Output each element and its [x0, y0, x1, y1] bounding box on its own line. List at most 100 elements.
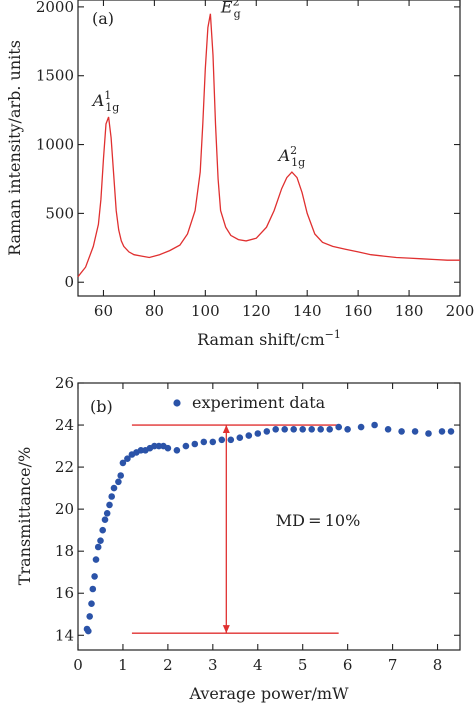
data-point: [308, 426, 316, 433]
panel-a-y-axis-title: Raman intensity/arb. units: [5, 40, 24, 256]
data-point: [438, 428, 446, 435]
data-point: [384, 426, 392, 433]
panel-b-x-tick-label: 2: [163, 656, 173, 674]
data-point: [411, 428, 419, 435]
data-point: [85, 627, 92, 635]
panel-b-y-axis-title: Transmittance/%: [15, 447, 34, 585]
panel-a-x-tick-label: 180: [395, 302, 424, 320]
data-point: [227, 436, 235, 444]
data-point: [117, 472, 124, 479]
peak-label-base: A: [277, 146, 291, 165]
panel-b-data-points: [83, 421, 455, 635]
panel-b-y-tick-label: 20: [55, 500, 74, 518]
data-point: [447, 428, 455, 435]
data-point: [218, 436, 226, 444]
data-point: [191, 440, 199, 448]
data-point: [119, 459, 127, 467]
peak-label: A1 1g: [91, 89, 120, 114]
peak-label-sup: 2: [233, 0, 240, 8]
md-arrow-head-down: [222, 625, 230, 634]
data-point: [94, 543, 102, 551]
data-point: [290, 426, 298, 433]
data-point: [89, 585, 97, 593]
data-point: [254, 430, 262, 437]
panel-b-ticks: 0 1 2 3 4 5 6 7 8 14 16 18 20 22 24 26: [55, 374, 460, 674]
data-point: [115, 478, 122, 486]
panel-b-plot-frame: [77, 382, 461, 651]
data-point: [326, 426, 334, 433]
peak-label-sub: 1g: [105, 101, 119, 114]
peak-label: E2 g: [220, 0, 241, 20]
data-point: [425, 430, 432, 437]
panel-b-y-tick-label: 22: [55, 458, 74, 476]
peak-label-sub: g: [234, 7, 241, 20]
panel-a-y-tick-label: 500: [45, 204, 74, 222]
data-point: [124, 455, 131, 463]
panel-b-md-guides: [131, 424, 339, 634]
data-point: [86, 613, 93, 620]
panel-b-x-tick-label: 8: [433, 656, 443, 674]
data-point: [398, 428, 405, 435]
panel-b-x-tick-label: 6: [343, 656, 353, 674]
data-point: [182, 442, 190, 450]
peak-label: A2 1g: [277, 144, 306, 169]
data-point: [344, 426, 351, 433]
panel-a-label: (a): [92, 9, 114, 28]
raman-spectrum-line: [77, 13, 460, 278]
data-point: [88, 600, 95, 607]
legend-marker: [173, 399, 181, 407]
peak-label-base: A: [91, 91, 105, 110]
panel-a-x-axis-title: Raman shift/cm−1: [197, 328, 341, 349]
data-point: [99, 526, 106, 534]
panel-a-x-tick-label: 160: [344, 302, 373, 320]
panel-b-y-tick-label: 18: [55, 542, 74, 560]
data-point: [371, 421, 378, 429]
peak-label-sup: 2: [290, 144, 297, 157]
legend-label: experiment data: [192, 393, 326, 412]
md-annotation: MD = 10%: [276, 511, 361, 530]
data-point: [245, 432, 253, 439]
panel-a-y-tick-label: 1000: [36, 136, 74, 154]
data-point: [236, 434, 244, 442]
panel-b-y-tick-label: 14: [55, 626, 74, 644]
data-point: [101, 516, 109, 523]
data-point: [103, 510, 111, 517]
legend: experiment data: [173, 393, 326, 412]
data-point: [299, 426, 307, 433]
panel-a-x-tick-label: 140: [293, 302, 322, 320]
panel-a-y-tick-label: 1500: [36, 67, 74, 85]
data-point: [357, 423, 365, 431]
panel-b-y-tick-label: 26: [55, 374, 74, 392]
data-point: [209, 438, 217, 446]
data-point: [200, 438, 208, 446]
panel-b-x-axis-title: Average power/mW: [188, 684, 349, 703]
data-point: [108, 493, 115, 500]
data-point: [110, 484, 118, 492]
panel-b-label: (b): [90, 397, 113, 416]
panel-a-y-tick-label: 0: [64, 273, 74, 291]
data-point: [173, 447, 181, 454]
panel-b-x-tick-label: 4: [253, 656, 263, 674]
panel-a-y-tick-label: 2000: [36, 0, 74, 16]
peak-label-sub: 1g: [291, 156, 305, 169]
data-point: [97, 537, 104, 544]
panel-a-x-tick-label: 200: [446, 302, 474, 320]
panel-b-x-tick-label: 3: [208, 656, 218, 674]
panel-a-x-axis-title-text: Raman shift/cm: [197, 330, 325, 349]
data-point: [317, 426, 325, 433]
data-point: [263, 428, 271, 435]
data-point: [92, 556, 100, 563]
panel-b-x-tick-label: 0: [73, 656, 83, 674]
md-arrow-head-up: [222, 425, 230, 434]
panel-b-y-tick-label: 24: [55, 416, 74, 434]
panel-a-x-tick-label: 60: [94, 302, 113, 320]
panel-a-x-tick-label: 120: [242, 302, 271, 320]
panel-a-x-axis-title-superscript: −1: [325, 328, 341, 341]
panel-b-x-tick-label: 5: [298, 656, 308, 674]
data-point: [272, 426, 280, 433]
data-point: [164, 444, 172, 452]
panel-b-x-tick-label: 1: [118, 656, 128, 674]
